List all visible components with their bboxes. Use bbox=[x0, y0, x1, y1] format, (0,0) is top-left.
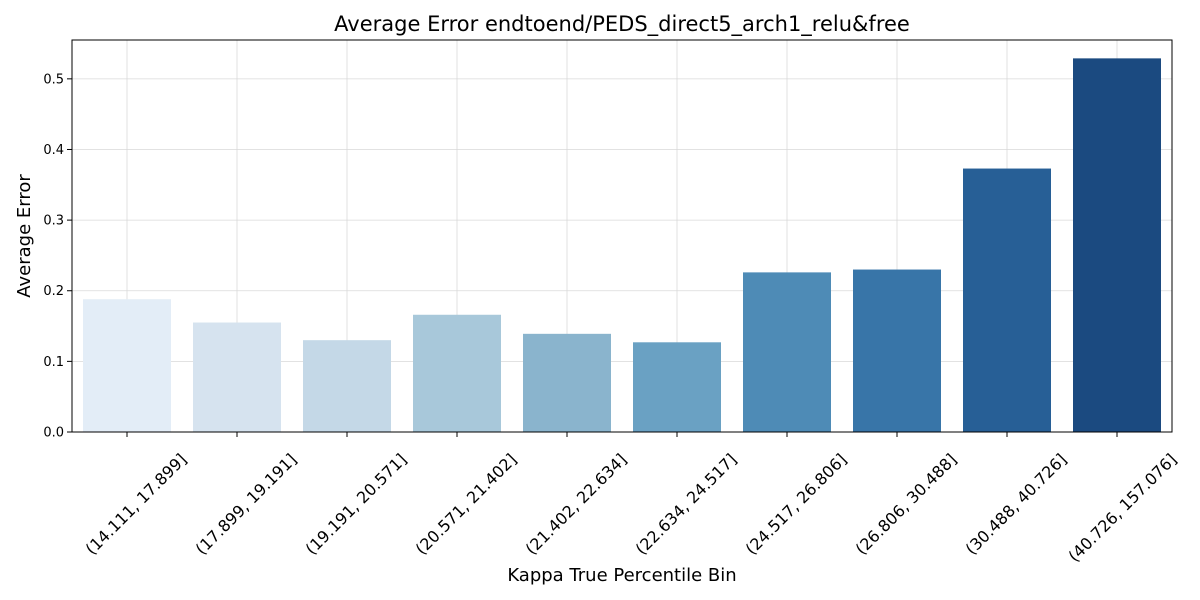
chart-title: Average Error endtoend/PEDS_direct5_arch… bbox=[334, 12, 910, 37]
bar bbox=[1073, 58, 1161, 433]
x-tick-label: (24.517, 26.806] bbox=[742, 450, 851, 559]
bar bbox=[963, 168, 1051, 433]
x-tick-label: (22.634, 24.517] bbox=[632, 450, 741, 559]
y-axis: 0.0 0.1 0.2 0.3 0.4 0.5 bbox=[43, 72, 72, 441]
x-axis: (14.111, 17.899] (17.899, 19.191] (19.191,… bbox=[82, 432, 1180, 566]
bar bbox=[303, 340, 391, 432]
bars bbox=[83, 58, 1161, 433]
x-axis-label: Kappa True Percentile Bin bbox=[507, 565, 736, 586]
bar bbox=[633, 342, 721, 432]
bar bbox=[853, 269, 941, 432]
x-tick-label: (20.571, 21.402] bbox=[412, 450, 521, 559]
x-tick-label: (30.488, 40.726] bbox=[962, 450, 1071, 559]
x-tick-label: (26.806, 30.488] bbox=[852, 450, 961, 559]
y-tick-label: 0.1 bbox=[43, 355, 64, 370]
bar bbox=[83, 299, 171, 432]
y-axis-label: Average Error bbox=[14, 174, 35, 298]
x-tick-label: (19.191, 20.571] bbox=[302, 450, 411, 559]
y-tick-label: 0.0 bbox=[43, 426, 64, 441]
y-tick-label: 0.4 bbox=[43, 143, 64, 158]
bar bbox=[743, 272, 831, 432]
x-tick-label: (40.726, 157.076] bbox=[1064, 450, 1180, 566]
x-tick-label: (21.402, 22.634] bbox=[522, 450, 631, 559]
bar bbox=[193, 322, 281, 432]
x-tick-label: (17.899, 19.191] bbox=[192, 450, 301, 559]
bar bbox=[413, 314, 501, 432]
y-tick-label: 0.2 bbox=[43, 284, 64, 299]
y-tick-label: 0.5 bbox=[43, 72, 64, 87]
plot-frame bbox=[71, 39, 1173, 433]
y-tick-label: 0.3 bbox=[43, 214, 64, 229]
bar bbox=[523, 333, 611, 432]
x-tick-label: (14.111, 17.899] bbox=[82, 450, 191, 559]
